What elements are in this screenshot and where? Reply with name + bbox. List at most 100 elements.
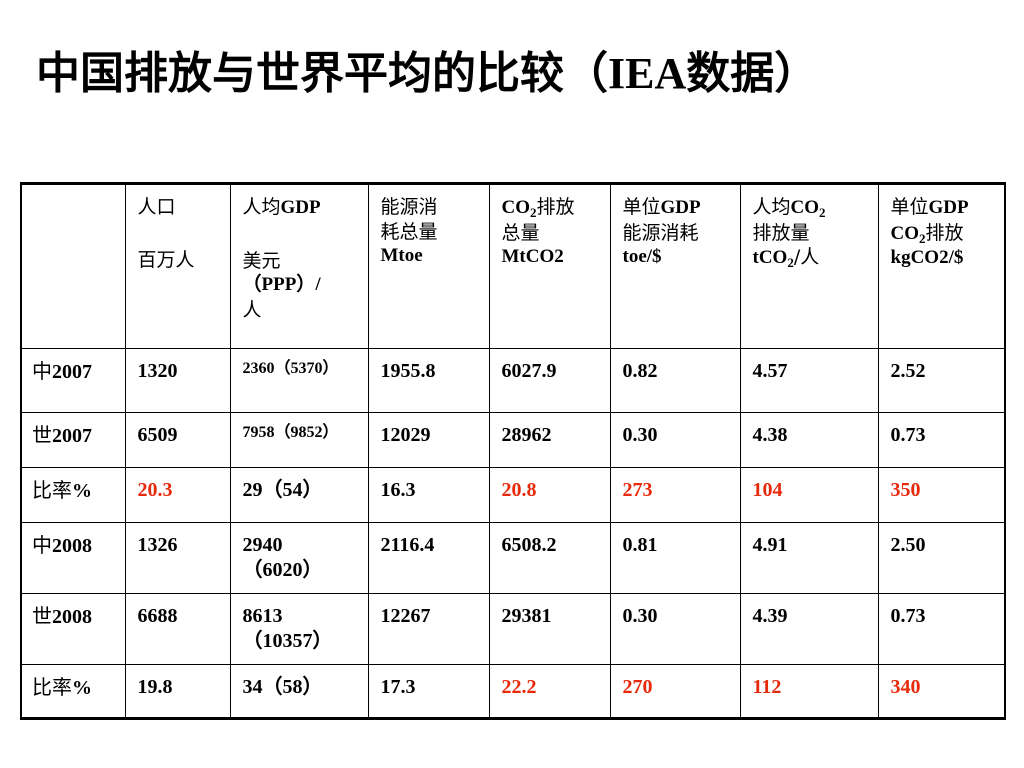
row-label-cjk: 中 <box>32 533 52 557</box>
row-label-lat: 2007 <box>52 361 92 383</box>
cell-energy-per-gdp: 0.81 <box>609 522 741 594</box>
cell-energy-per-gdp: 0.82 <box>609 348 741 413</box>
cell-co2: 28962 <box>488 412 611 468</box>
header-cpg-line1-cjk: 单位 <box>890 196 929 218</box>
header-cpc-line1-cjk: 人均 <box>752 196 791 218</box>
emissions-comparison-table: 人口 百万人 人均GDP 美元 （PPP）/ 人 能源消 耗总量 Mtoe CO… <box>20 182 1006 720</box>
cell-co2: 6027.9 <box>488 348 611 413</box>
row-label-cjk: 中 <box>32 359 52 383</box>
header-cpg-line2-a: CO <box>890 222 920 244</box>
slide-title: 中国排放与世界平均的比较（IEA数据） <box>36 52 818 96</box>
cell-energy: 12029 <box>367 412 490 468</box>
cell-gdp: 7958（9852） <box>229 412 369 468</box>
table-header-row: 人口 百万人 人均GDP 美元 （PPP）/ 人 能源消 耗总量 Mtoe CO… <box>20 182 1006 349</box>
cell-gdp-nominal: 2940 <box>242 534 283 556</box>
header-cpc-line1-lat: CO <box>790 197 820 218</box>
cell-co2-per-gdp: 350 <box>877 467 1006 523</box>
cell-energy-per-gdp: 273 <box>609 467 741 523</box>
cell-energy-per-gdp: 0.30 <box>609 593 741 665</box>
header-epg-line3: toe/$ <box>622 246 662 268</box>
cell-co2-per-gdp: 2.52 <box>877 348 1006 413</box>
header-population-line1: 人口 <box>137 196 176 218</box>
cell-gdp: 34（58） <box>229 664 369 720</box>
cell-co2: 29381 <box>488 593 611 665</box>
header-cell-empty <box>20 182 126 349</box>
cell-co2-per-capita: 4.39 <box>739 593 879 665</box>
header-cell-co2: CO2排放 总量 MtCO2 <box>488 182 611 349</box>
cell-energy-per-gdp: 270 <box>609 664 741 720</box>
title-latin: IEA <box>608 49 687 98</box>
cell-co2-per-capita: 4.57 <box>739 348 879 413</box>
table-row: 比率% 19.8 34（58） 17.3 22.2 270 112 340 <box>20 664 1006 720</box>
row-label-cjk: 比率 <box>32 478 72 502</box>
row-label: 世2007 <box>20 412 126 468</box>
cell-co2-per-gdp: 0.73 <box>877 593 1006 665</box>
header-co2-line3: MtCO2 <box>501 246 564 268</box>
cell-energy: 2116.4 <box>367 522 490 594</box>
cell-population: 1326 <box>124 522 231 594</box>
header-co2-line2: 总量 <box>501 221 540 244</box>
cell-gdp: 2360（5370） <box>229 348 369 413</box>
header-epg-line2: 能源消耗 <box>622 221 699 244</box>
cell-gdp-ppp: （6020） <box>242 559 323 581</box>
cell-population: 6509 <box>124 412 231 468</box>
header-cell-energy: 能源消 耗总量 Mtoe <box>367 182 490 349</box>
header-co2-line1-b: 排放 <box>536 196 575 218</box>
header-cell-gdp: 人均GDP 美元 （PPP）/ 人 <box>229 182 369 349</box>
header-cpg-line2-sub: 2 <box>919 230 926 246</box>
cell-population: 6688 <box>124 593 231 665</box>
row-label: 比率% <box>20 467 126 523</box>
row-label-lat: % <box>72 480 92 502</box>
header-cpc-line2: 排放量 <box>752 221 810 244</box>
cell-energy: 12267 <box>367 593 490 665</box>
title-prefix: 中国排放与世界平均的比较（ <box>36 48 608 99</box>
cell-co2: 6508.2 <box>488 522 611 594</box>
header-energy-line1: 能源消 <box>380 196 438 218</box>
header-cpg-line2-b: 排放 <box>925 221 964 244</box>
header-cell-energy-per-gdp: 单位GDP 能源消耗 toe/$ <box>609 182 741 349</box>
header-gdp-line1-cjk: 人均 <box>242 196 281 218</box>
cell-co2-per-gdp: 2.50 <box>877 522 1006 594</box>
row-label: 比率% <box>20 664 126 720</box>
row-label-lat: 2008 <box>52 606 92 628</box>
header-energy-line2: 耗总量 <box>380 220 438 243</box>
header-epg-line1-cjk: 单位 <box>622 196 661 218</box>
header-gdp-line2: 美元 <box>242 249 281 272</box>
header-cpc-line1-sub: 2 <box>819 205 826 220</box>
table-row: 世2008 6688 8613 （10357） 12267 29381 0.30 … <box>20 593 1006 665</box>
cell-energy: 16.3 <box>367 467 490 523</box>
header-co2-line1-sub: 2 <box>530 205 537 220</box>
cell-energy: 17.3 <box>367 664 490 720</box>
table-row: 中2008 1326 2940 （6020） 2116.4 6508.2 0.81… <box>20 522 1006 594</box>
header-energy-line3: Mtoe <box>380 245 423 267</box>
header-cell-population: 人口 百万人 <box>124 182 231 349</box>
cell-energy-per-gdp: 0.30 <box>609 412 741 468</box>
cell-energy: 1955.8 <box>367 348 490 413</box>
row-label: 世2008 <box>20 593 126 665</box>
title-suffix: 数据） <box>686 48 819 99</box>
header-cpc-line3-sub: 2 <box>787 255 794 271</box>
header-gdp-line3: （PPP）/ <box>242 274 321 296</box>
cell-co2-per-capita: 104 <box>739 467 879 523</box>
header-gdp-line1-lat: GDP <box>280 197 321 218</box>
header-co2-line1-a: CO <box>501 197 531 218</box>
cell-gdp: 29（54） <box>229 467 369 523</box>
cell-co2: 22.2 <box>488 664 611 720</box>
row-label: 中2007 <box>20 348 126 413</box>
header-cell-co2-per-capita: 人均CO2 排放量 tCO2/人 <box>739 182 879 349</box>
cell-gdp-nominal: 8613 <box>242 605 283 627</box>
header-epg-line1-lat: GDP <box>660 197 701 218</box>
header-cpg-line3: kgCO2/$ <box>890 247 964 269</box>
table-row: 比率% 20.3 29（54） 16.3 20.8 273 104 350 <box>20 467 1006 523</box>
cell-population: 19.8 <box>124 664 231 720</box>
cell-population: 1320 <box>124 348 231 413</box>
header-cpc-line3-a: tCO <box>752 247 788 269</box>
cell-population: 20.3 <box>124 467 231 523</box>
cell-co2-per-capita: 4.38 <box>739 412 879 468</box>
row-label-cjk: 世 <box>32 604 52 628</box>
row-label-lat: 2007 <box>52 425 92 447</box>
table-row: 中2007 1320 2360（5370） 1955.8 6027.9 0.82… <box>20 348 1006 413</box>
header-cell-co2-per-gdp: 单位GDP CO2排放 kgCO2/$ <box>877 182 1006 349</box>
cell-gdp: 2940 （6020） <box>229 522 369 594</box>
header-cpg-line1-lat: GDP <box>928 197 969 218</box>
